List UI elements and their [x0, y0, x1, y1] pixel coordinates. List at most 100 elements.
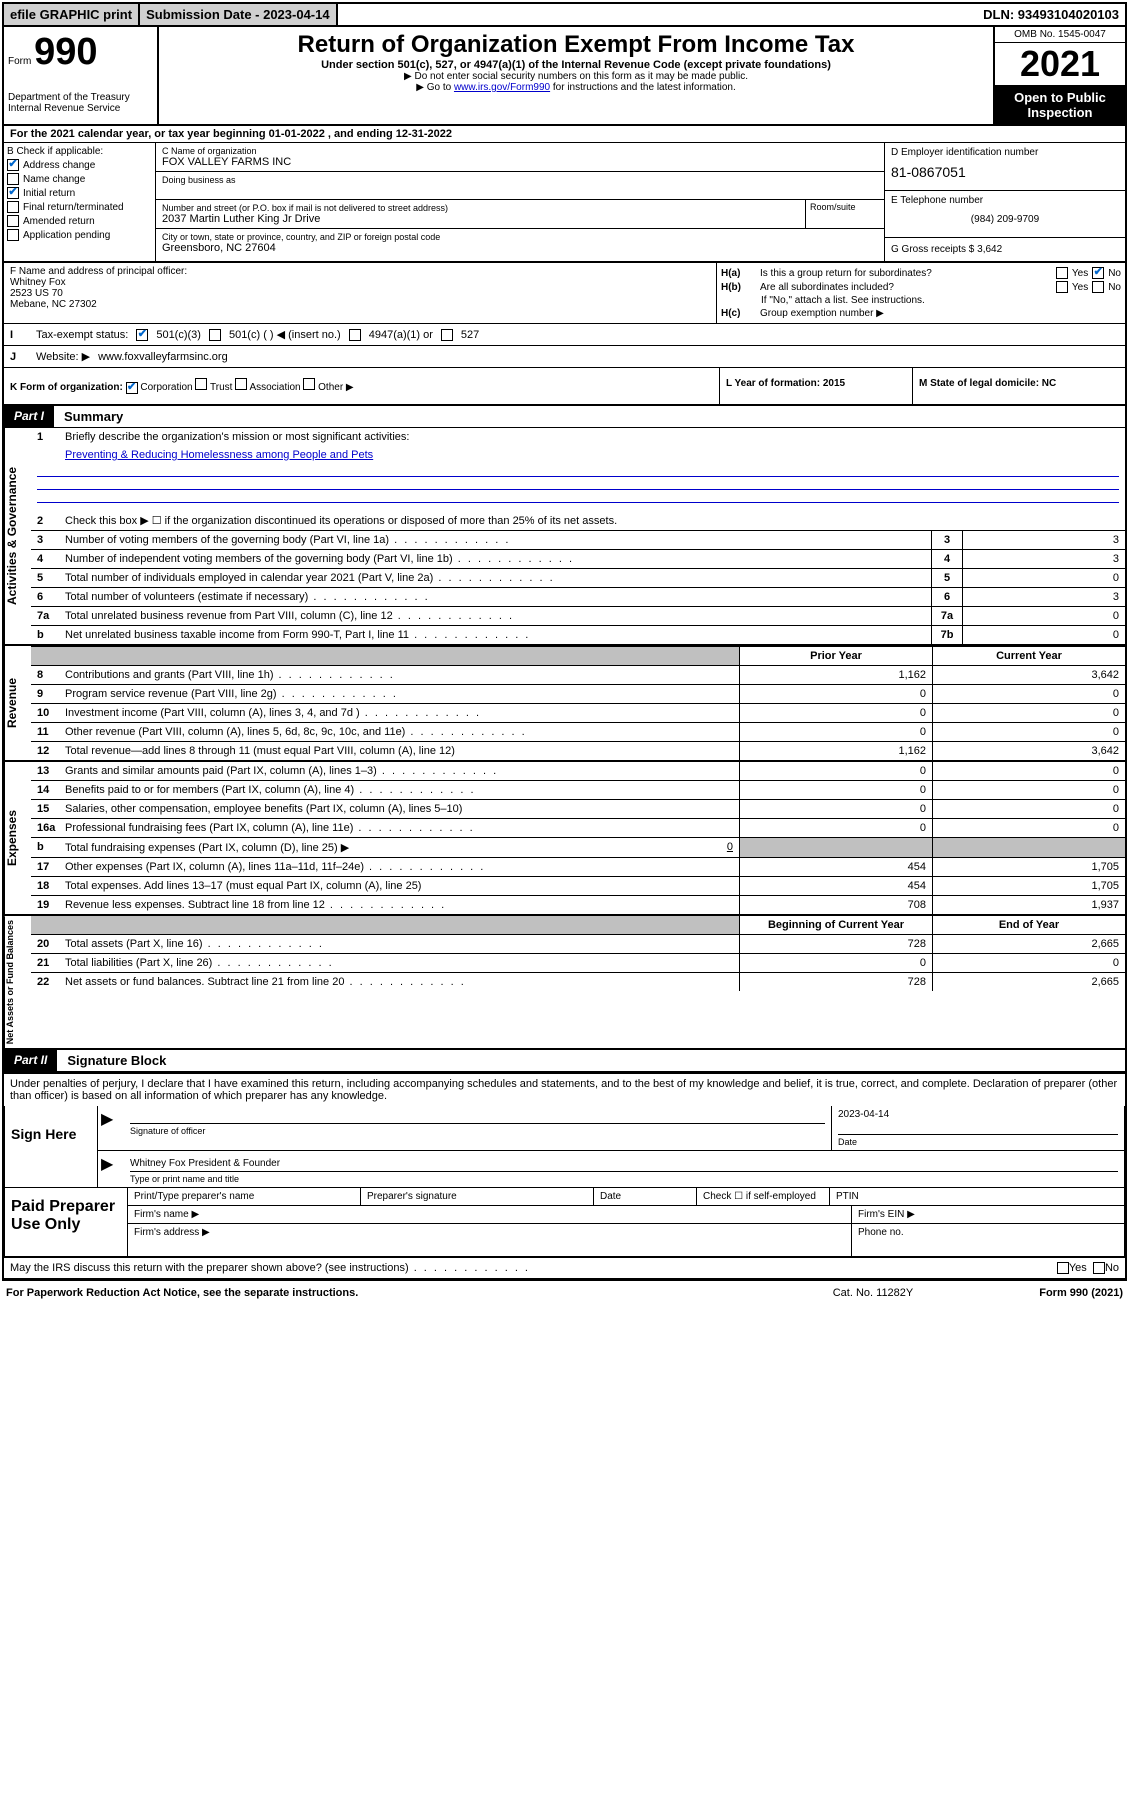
firm-phone-label: Phone no.: [852, 1224, 1124, 1256]
k-corp-checkbox[interactable]: ✔: [126, 382, 138, 394]
l22-current: 2,665: [933, 973, 1125, 991]
l12-num: 12: [37, 745, 65, 757]
final-return-checkbox[interactable]: [7, 201, 19, 213]
l7b-box: 7b: [932, 626, 963, 644]
prep-date-label: Date: [594, 1188, 697, 1205]
print-name-label: Print/Type preparer's name: [128, 1188, 361, 1205]
l19-desc: Revenue less expenses. Subtract line 18 …: [65, 899, 733, 911]
activities-governance-block: Activities & Governance 1 Briefly descri…: [4, 428, 1125, 646]
l13-prior: 0: [740, 762, 933, 780]
i-527-checkbox[interactable]: [441, 329, 453, 341]
l13-num: 13: [37, 765, 65, 777]
begin-year-header: Beginning of Current Year: [740, 916, 933, 934]
l11-prior: 0: [740, 723, 933, 741]
discuss-yes-checkbox[interactable]: [1057, 1262, 1069, 1274]
l2-desc: Check this box ▶ ☐ if the organization d…: [65, 514, 617, 527]
l5-box: 5: [932, 569, 963, 587]
l21-desc: Total liabilities (Part X, line 26): [65, 957, 733, 969]
l17-desc: Other expenses (Part IX, column (A), lin…: [65, 861, 733, 873]
address-change-checkbox[interactable]: ✔: [7, 159, 19, 171]
discuss-no-checkbox[interactable]: [1093, 1262, 1105, 1274]
ha-no-checkbox[interactable]: ✔: [1092, 267, 1104, 279]
room-suite-label: Room/suite: [806, 200, 884, 228]
i-4947-checkbox[interactable]: [349, 329, 361, 341]
l6-desc: Total number of volunteers (estimate if …: [65, 591, 925, 603]
cat-no: Cat. No. 11282Y: [773, 1287, 973, 1299]
l22-prior: 728: [740, 973, 933, 991]
i-501c-checkbox[interactable]: [209, 329, 221, 341]
l7a-box: 7a: [932, 607, 963, 625]
sig-name-field: Whitney Fox President & Founder Type or …: [124, 1151, 1124, 1187]
l20-num: 20: [37, 938, 65, 950]
l16a-prior: 0: [740, 819, 933, 837]
l14-num: 14: [37, 784, 65, 796]
l19-prior: 708: [740, 896, 933, 914]
sig-officer-field: Signature of officer: [124, 1106, 831, 1150]
part-1-tag: Part I: [4, 406, 54, 427]
part-2-title: Signature Block: [57, 1050, 176, 1071]
name-change-checkbox[interactable]: [7, 173, 19, 185]
l15-num: 15: [37, 803, 65, 815]
l16a-num: 16a: [37, 822, 65, 834]
mission-rule-2: [37, 477, 1119, 490]
hb-yes-checkbox[interactable]: [1056, 281, 1068, 293]
l21-prior: 0: [740, 954, 933, 972]
sign-arrow-2: ▶: [98, 1151, 124, 1187]
amended-return-label: Amended return: [23, 216, 95, 227]
l8-prior: 1,162: [740, 666, 933, 684]
ein-value: 81-0867051: [891, 158, 1119, 186]
k-assoc-checkbox[interactable]: [235, 378, 247, 390]
i-501c3: 501(c)(3): [156, 329, 201, 341]
header-left: Form 990 Department of the Treasury Inte…: [4, 27, 159, 124]
net-assets-content: Beginning of Current Year End of Year 20…: [31, 916, 1125, 1048]
firm-ein-label: Firm's EIN ▶: [852, 1206, 1124, 1223]
hb-no-checkbox[interactable]: [1092, 281, 1104, 293]
l6-num: 6: [37, 591, 65, 603]
l20-prior: 728: [740, 935, 933, 953]
f-city: Mebane, NC 27302: [10, 299, 710, 310]
i-501c3-checkbox[interactable]: ✔: [136, 329, 148, 341]
paid-preparer-label: Paid Preparer Use Only: [5, 1188, 128, 1256]
submission-date-button[interactable]: Submission Date - 2023-04-14: [140, 4, 338, 25]
l16a-desc: Professional fundraising fees (Part IX, …: [65, 822, 733, 834]
k-other-checkbox[interactable]: [303, 378, 315, 390]
org-name-label: C Name of organization: [162, 146, 878, 156]
hb-text: Are all subordinates included?: [760, 282, 1052, 293]
hc-label: H(c): [721, 308, 756, 319]
j-text: Website: ▶: [36, 350, 90, 363]
website-value: www.foxvalleyfarmsinc.org: [98, 351, 228, 363]
initial-return-checkbox[interactable]: ✔: [7, 187, 19, 199]
app-pending-checkbox[interactable]: [7, 229, 19, 241]
form-990-container: efile GRAPHIC print Submission Date - 20…: [2, 2, 1127, 1281]
mission-text: Preventing & Reducing Homelessness among…: [65, 449, 373, 461]
paid-preparer-block: Paid Preparer Use Only Print/Type prepar…: [4, 1188, 1125, 1258]
city-label: City or town, state or province, country…: [162, 232, 878, 242]
efile-print-button[interactable]: efile GRAPHIC print: [4, 4, 140, 25]
k-trust-checkbox[interactable]: [195, 378, 207, 390]
sig-date-label: Date: [838, 1134, 1118, 1147]
f-label: F Name and address of principal officer:: [10, 266, 710, 277]
l7b-desc: Net unrelated business taxable income fr…: [65, 629, 925, 641]
irs-label: Internal Revenue Service: [8, 103, 153, 114]
l6-val: 3: [963, 588, 1125, 606]
f-principal-officer: F Name and address of principal officer:…: [4, 263, 716, 323]
sig-name-label: Type or print name and title: [130, 1171, 1118, 1184]
activities-content: 1 Briefly describe the organization's mi…: [31, 428, 1125, 644]
l20-desc: Total assets (Part X, line 16): [65, 938, 733, 950]
l14-desc: Benefits paid to or for members (Part IX…: [65, 784, 733, 796]
irs-link[interactable]: www.irs.gov/Form990: [454, 82, 550, 93]
l22-desc: Net assets or fund balances. Subtract li…: [65, 976, 733, 988]
ha-yes-checkbox[interactable]: [1056, 267, 1068, 279]
l10-current: 0: [933, 704, 1125, 722]
ha-label: H(a): [721, 268, 756, 279]
penalties-text: Under penalties of perjury, I declare th…: [4, 1072, 1125, 1106]
top-bar: efile GRAPHIC print Submission Date - 20…: [4, 4, 1125, 27]
sidebar-activities: Activities & Governance: [4, 428, 31, 644]
f-h-block: F Name and address of principal officer:…: [4, 263, 1125, 324]
prep-sig-label: Preparer's signature: [361, 1188, 594, 1205]
amended-return-checkbox[interactable]: [7, 215, 19, 227]
k-corp: Corporation: [140, 382, 192, 393]
l6-box: 6: [932, 588, 963, 606]
l18-current: 1,705: [933, 877, 1125, 895]
l22-num: 22: [37, 976, 65, 988]
